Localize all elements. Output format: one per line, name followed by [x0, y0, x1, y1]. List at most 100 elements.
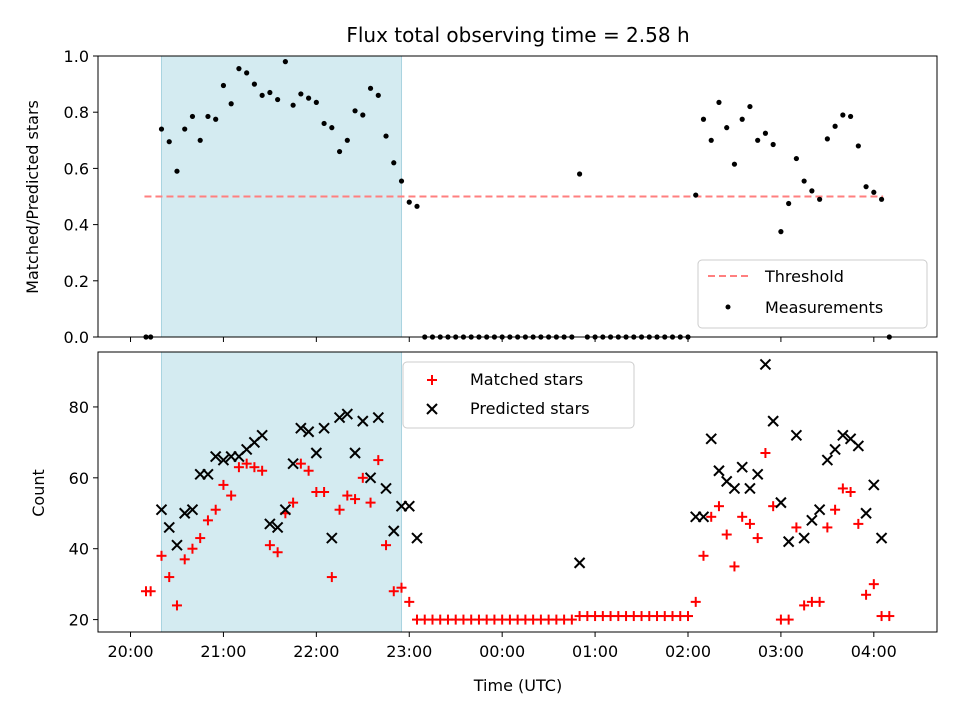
predicted-point [271, 521, 284, 534]
predicted-point [163, 521, 175, 534]
measurement-point [855, 143, 861, 149]
predicted-point [705, 433, 717, 445]
measurement-point [824, 136, 830, 142]
legend-matched-swatch [427, 375, 437, 385]
matched-point [145, 586, 156, 597]
matched-point [713, 501, 724, 512]
predicted-point [380, 482, 392, 495]
top-y-axis-label: Matched/Predicted stars [23, 100, 42, 294]
measurement-point [383, 133, 389, 139]
measurement-point [158, 126, 165, 132]
matched-point [814, 596, 825, 607]
y-tick-label: 80 [69, 398, 89, 417]
matched-point [357, 472, 368, 483]
predicted-point [775, 496, 787, 509]
chart-title: Flux total observing time = 2.58 h [346, 23, 689, 47]
y-tick-label: 0.0 [64, 328, 89, 347]
predicted-point [728, 482, 741, 495]
matched-point [202, 515, 213, 526]
matched-point [226, 490, 237, 501]
matched-point [187, 543, 198, 554]
predicted-point [744, 482, 756, 495]
matched-point [799, 600, 810, 611]
measurement-point [693, 192, 699, 198]
measurement-point [251, 81, 258, 87]
observing-window-span [160, 351, 403, 633]
x-tick-label: 04:00 [851, 642, 897, 661]
matched-point [195, 533, 206, 544]
x-tick-label: 00:00 [479, 642, 525, 661]
measurement-point [863, 184, 869, 190]
matched-point [350, 494, 361, 505]
predicted-point [217, 454, 230, 466]
matched-point [388, 586, 399, 597]
measurement-point [267, 89, 273, 96]
matched-point [319, 487, 330, 497]
y-tick-label: 1.0 [64, 47, 89, 66]
measurement-point [282, 59, 288, 65]
predicted-point [790, 429, 803, 441]
measurement-point [793, 155, 799, 162]
legend-threshold-label: Threshold [764, 267, 844, 286]
predicted-point [279, 504, 292, 516]
measurement-point [360, 112, 366, 118]
x-tick-label: 02:00 [665, 642, 711, 661]
measurement-point [778, 229, 784, 235]
predicted-point [388, 525, 400, 537]
matched-point [853, 518, 864, 529]
bottom-axes-frame [97, 351, 938, 633]
matched-point [744, 518, 755, 529]
measurement-point [770, 141, 776, 148]
predicted-point [310, 447, 323, 459]
matched-point [381, 540, 392, 551]
matched-point [303, 465, 314, 476]
matched-point [737, 511, 748, 522]
y-tick-label: 40 [69, 540, 89, 559]
predicted-point [295, 422, 307, 434]
y-tick-label: 20 [69, 611, 89, 630]
predicted-point [372, 411, 384, 424]
measurement-point [275, 96, 281, 103]
measurement-point [290, 102, 296, 108]
measurement-point [762, 130, 769, 136]
predicted-point [573, 557, 586, 569]
predicted-point [875, 532, 888, 544]
matched-point [264, 540, 275, 551]
measurement-point [228, 101, 234, 107]
matched-point [861, 589, 872, 600]
measurement-point [220, 82, 227, 89]
predicted-point [798, 532, 810, 544]
matched-point [706, 511, 717, 522]
measurement-point [329, 125, 335, 131]
legend-matched-label: Matched stars [470, 370, 583, 389]
legend-predicted-swatch [426, 403, 438, 415]
matched-point [164, 572, 175, 583]
predicted-point [806, 514, 818, 527]
measurement-point [259, 92, 265, 98]
measurement-point [344, 137, 350, 143]
measurement-point [755, 137, 761, 143]
measurement-point [878, 196, 885, 202]
measurement-point [871, 189, 877, 195]
matched-point [791, 522, 802, 533]
matched-point [365, 497, 376, 508]
predicted-point [209, 450, 222, 463]
matched-point [210, 504, 221, 515]
predicted-point [821, 454, 834, 466]
measurement-point [708, 137, 714, 143]
predicted-point [868, 479, 880, 491]
measurement-point [321, 120, 327, 127]
measurement-point [213, 116, 219, 122]
predicted-point [829, 443, 841, 456]
top-legend: Threshold Measurements [697, 259, 928, 329]
predicted-point [837, 429, 849, 441]
matched-point [404, 596, 415, 607]
matched-point [760, 448, 771, 459]
measurement-point [391, 160, 397, 166]
measurement-point [716, 99, 722, 105]
y-tick-label: 0.6 [64, 159, 89, 178]
predicted-point [357, 415, 369, 427]
measurement-point [731, 161, 738, 167]
measurement-point [244, 70, 250, 76]
predicted-point [155, 504, 168, 516]
